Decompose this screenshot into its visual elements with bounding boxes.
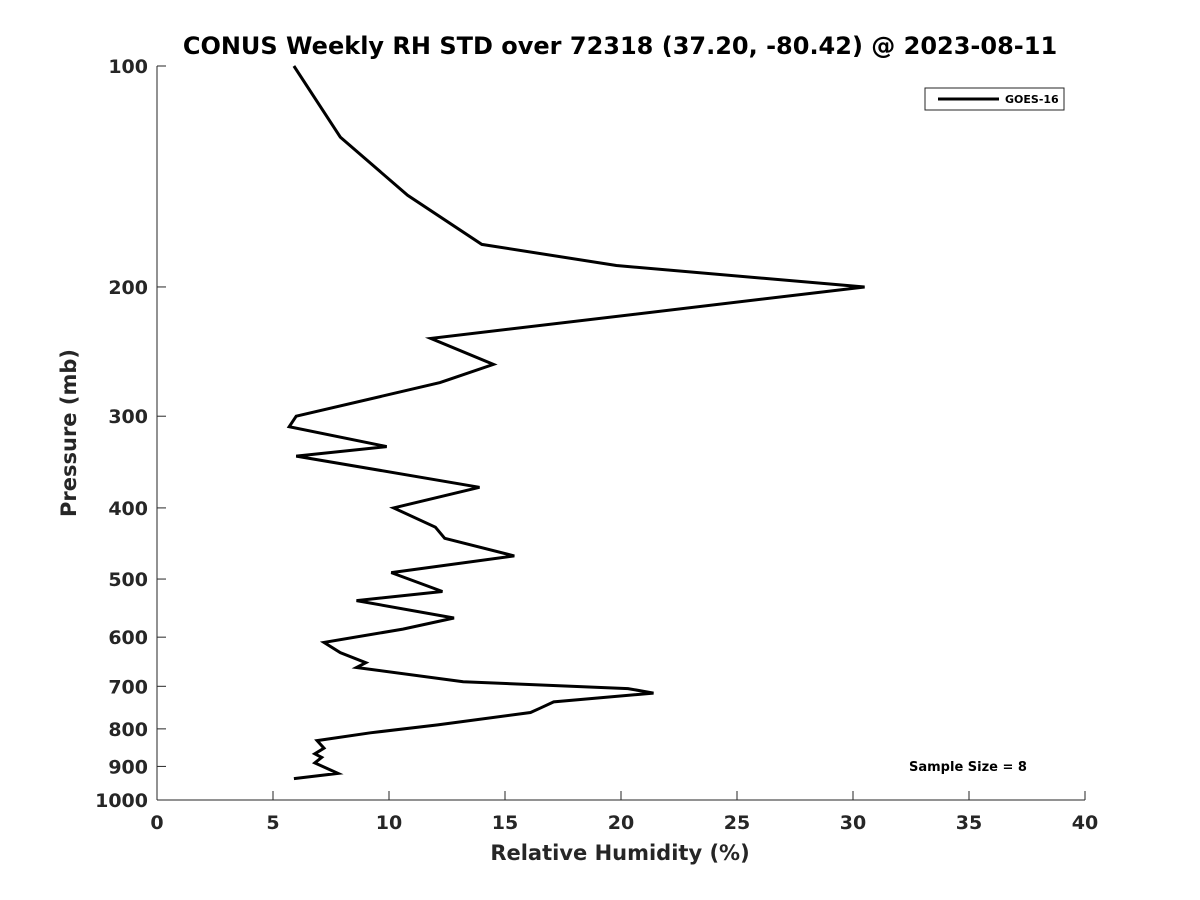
axes-frame [156,66,1085,801]
x-tick-label: 35 [956,812,982,834]
x-tick-label: 5 [266,812,279,834]
y-tick-label: 200 [108,277,148,299]
y-tick-label: 500 [108,569,148,591]
y-tick-label: 900 [108,756,148,778]
x-axis-label: Relative Humidity (%) [490,841,749,865]
x-tick-label: 25 [724,812,750,834]
y-tick-label: 300 [108,406,148,428]
y-tick-label: 400 [108,498,148,520]
y-axis-ticks: 100 200 300 400 500 600 700 800 900 1000 [95,56,166,812]
x-tick-label: 15 [492,812,518,834]
series-line-goes-16 [286,65,865,781]
x-tick-label: 0 [150,812,163,834]
legend: GOES-16 [924,87,1065,111]
y-tick-label: 600 [108,627,148,649]
y-tick-label: 100 [108,56,148,78]
chart-title: CONUS Weekly RH STD over 72318 (37.20, -… [183,32,1057,60]
x-tick-label: 20 [608,812,634,834]
y-tick-label: 1000 [95,790,148,812]
x-tick-label: 10 [376,812,402,834]
x-tick-label: 40 [1072,812,1098,834]
y-tick-label: 800 [108,719,148,741]
x-tick-label: 30 [840,812,866,834]
x-axis-ticks: 0 5 10 15 20 25 30 35 40 [150,791,1098,834]
y-axis-label: Pressure (mb) [57,349,81,517]
y-tick-label: 700 [108,676,148,698]
series-layer [286,65,865,781]
sample-size-annotation: Sample Size = 8 [909,760,1027,775]
legend-label-goes-16: GOES-16 [1005,93,1059,106]
